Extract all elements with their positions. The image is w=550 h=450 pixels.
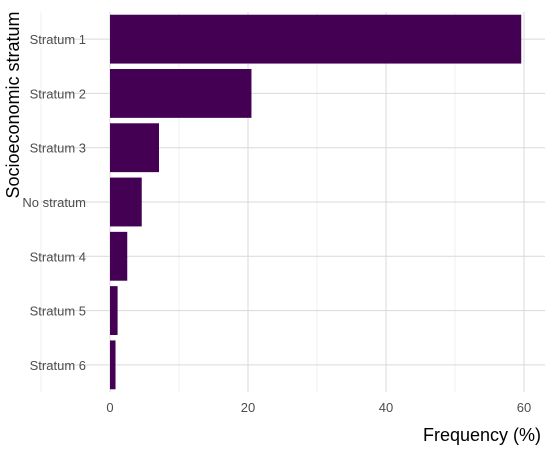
y-tick-label-2: Stratum 3	[30, 141, 86, 156]
bar-stratum-6	[110, 340, 116, 390]
y-tick-label-5: Stratum 5	[30, 304, 86, 319]
x-tick-label-1: 20	[241, 400, 255, 415]
bar-stratum-1	[110, 14, 522, 64]
bar-stratum-4	[110, 231, 128, 281]
y-axis-title: Socioeconomic stratum	[3, 11, 23, 198]
y-tick-label-1: Stratum 2	[30, 86, 86, 101]
x-tick-label-0: 0	[106, 400, 113, 415]
x-tick-label-3: 60	[517, 400, 531, 415]
bar-no-stratum	[110, 177, 142, 227]
y-tick-label-4: Stratum 4	[30, 249, 86, 264]
x-axis-title: Frequency (%)	[423, 425, 541, 445]
bar-stratum-3	[110, 123, 159, 173]
y-tick-label-3: No stratum	[22, 195, 86, 210]
bar-stratum-5	[110, 286, 118, 335]
y-tick-label-6: Stratum 6	[30, 358, 86, 373]
bars-group	[110, 14, 522, 390]
y-tick-label-0: Stratum 1	[30, 32, 86, 47]
x-tick-label-2: 40	[379, 400, 393, 415]
y-tick-labels: Stratum 1 Stratum 2 Stratum 3 No stratum Str…	[22, 32, 86, 373]
bar-stratum-2	[110, 69, 252, 118]
x-tick-labels: 0 20 40 60	[106, 400, 531, 415]
